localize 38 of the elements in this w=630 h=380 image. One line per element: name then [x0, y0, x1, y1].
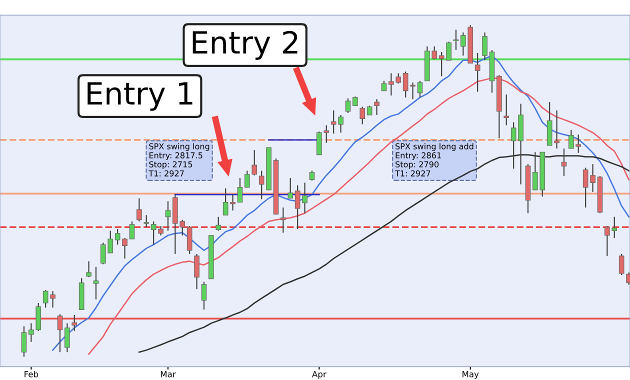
annotation: SPX swing long Entry: 2817.5 Stop: 2715 T1: 2927	[148, 143, 210, 176]
candlestick	[72, 314, 78, 332]
x-tick-label: Feb	[24, 370, 38, 378]
candlestick	[345, 98, 351, 114]
candlestick	[280, 206, 286, 234]
candlestick	[618, 253, 624, 276]
candlestick	[374, 98, 380, 116]
annotation: Entry 2	[192, 30, 298, 60]
candlestick	[417, 80, 423, 98]
candlestick	[144, 214, 150, 228]
candlestick	[129, 220, 135, 240]
x-tick-label: Mar	[160, 371, 176, 378]
candlestick	[453, 29, 459, 51]
candlestick	[366, 105, 372, 116]
candlestick	[194, 253, 200, 290]
annotation: Entry 1	[88, 82, 192, 111]
candlestick	[482, 32, 488, 61]
candlestick	[237, 177, 243, 203]
candlestick	[93, 266, 99, 300]
candlestick	[201, 281, 207, 310]
candlestick	[504, 94, 510, 126]
candlestick	[165, 200, 171, 232]
candlestick	[21, 326, 27, 358]
candlestick	[186, 226, 192, 255]
x-tick-label: Apr	[312, 371, 326, 379]
candlestick	[561, 148, 567, 177]
candlestick	[216, 216, 222, 232]
candlestick	[288, 177, 294, 199]
candlestick	[136, 198, 142, 222]
candlestick	[309, 170, 315, 182]
candlestick	[360, 106, 366, 125]
annotation: SPX swing long add Entry: 2861 Stop: 2790 T1: 2927	[394, 143, 474, 176]
candlestick	[381, 80, 387, 92]
candlestick	[352, 96, 358, 106]
candlestick	[86, 260, 92, 278]
x-tick-label: May	[462, 371, 479, 379]
candlestick	[64, 322, 70, 353]
candlestick	[57, 314, 63, 353]
